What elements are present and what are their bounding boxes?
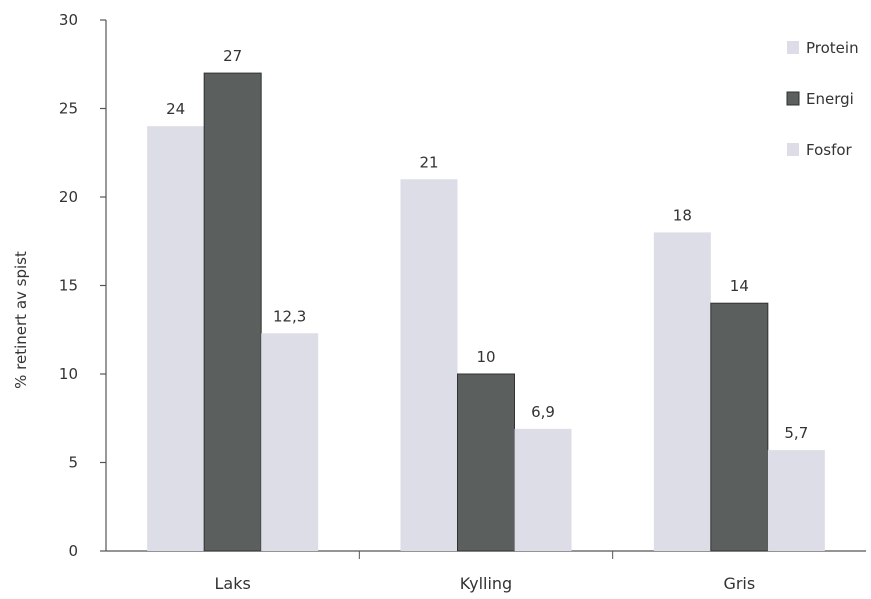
y-tick-label: 25 [59, 100, 78, 118]
bar-protein-kylling [400, 179, 458, 552]
y-axis-title: % retinert av spist [12, 251, 30, 389]
legend-swatch-energi [786, 91, 800, 106]
bar-fosfor-kylling [514, 428, 572, 551]
y-tick-label: 0 [68, 542, 78, 560]
bar-energi-laks [203, 72, 262, 552]
data-label: 14 [730, 277, 749, 295]
y-tick-label: 30 [59, 11, 78, 29]
y-tick-label: 10 [59, 365, 78, 383]
bar-protein-gris [653, 232, 711, 551]
bar-energi-kylling [457, 373, 515, 552]
legend-label-energi: Energi [806, 90, 854, 108]
legend-swatch-protein [787, 41, 799, 54]
bar-energi-gris [710, 302, 769, 552]
y-tick-label: 15 [59, 277, 78, 295]
legend: Protein Energi Fosfor [786, 39, 859, 159]
data-label: 12,3 [273, 307, 306, 325]
x-category-label: Kylling [460, 574, 512, 593]
bar-fosfor-gris [767, 450, 825, 551]
y-tick-label: 5 [68, 454, 78, 472]
legend-swatch-fosfor [787, 143, 799, 156]
data-label: 27 [223, 47, 242, 65]
data-label: 5,7 [784, 424, 808, 442]
x-category-label: Laks [215, 574, 251, 593]
bar-fosfor-laks [261, 333, 319, 551]
data-labels: 24 27 12,3 21 10 6,9 18 14 5,7 [166, 47, 808, 442]
y-tick-label: 20 [59, 188, 78, 206]
data-label: 24 [166, 100, 185, 118]
bars [147, 72, 825, 552]
bar-protein-laks [147, 126, 205, 551]
legend-label-fosfor: Fosfor [806, 141, 853, 159]
data-label: 18 [673, 206, 692, 224]
data-label: 10 [476, 348, 495, 366]
x-category-label: Gris [723, 574, 755, 593]
legend-label-protein: Protein [806, 39, 859, 57]
data-label: 21 [419, 153, 438, 171]
data-label: 6,9 [531, 403, 555, 421]
